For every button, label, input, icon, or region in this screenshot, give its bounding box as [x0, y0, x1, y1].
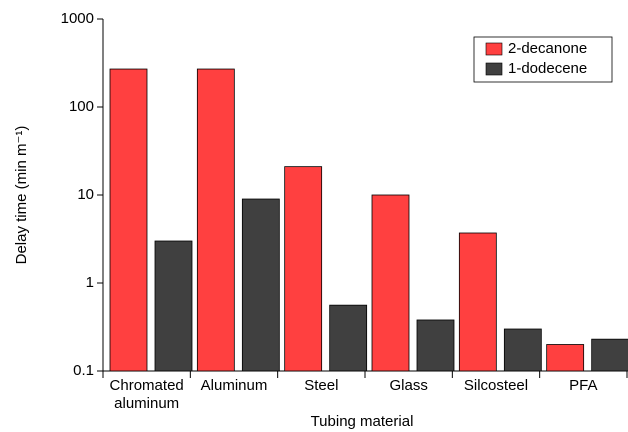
y-tick-label: 1000 — [61, 10, 94, 27]
x-tick-label: Steel — [304, 377, 339, 394]
legend-swatch — [485, 42, 503, 56]
bar — [284, 166, 323, 372]
bar — [591, 338, 628, 372]
bar — [329, 304, 368, 372]
bar — [109, 68, 148, 372]
bar — [154, 240, 193, 372]
bar — [416, 319, 455, 372]
bar — [546, 344, 585, 372]
x-axis-title: Tubing material — [311, 413, 414, 430]
bar — [371, 194, 410, 372]
legend-label: 2-decanone — [508, 40, 587, 57]
bar — [241, 198, 280, 372]
y-axis-title: Delay time (min m⁻¹) — [13, 126, 30, 265]
legend-label: 1-dodecene — [508, 60, 587, 77]
bar — [458, 232, 497, 372]
x-tick-label: Glass — [389, 377, 428, 394]
bar — [503, 328, 542, 372]
y-tick-label: 1 — [86, 274, 94, 291]
y-tick-label: 10 — [77, 186, 94, 203]
y-tick-label: 0.1 — [73, 362, 94, 379]
x-tick-label: Chromated aluminum — [109, 377, 184, 412]
x-tick-label: PFA — [569, 377, 598, 394]
legend-swatch — [485, 62, 503, 76]
y-tick-label: 100 — [69, 98, 94, 115]
bar — [196, 68, 235, 372]
x-tick-label: Aluminum — [200, 377, 268, 394]
x-tick-label: Silcosteel — [463, 377, 529, 394]
